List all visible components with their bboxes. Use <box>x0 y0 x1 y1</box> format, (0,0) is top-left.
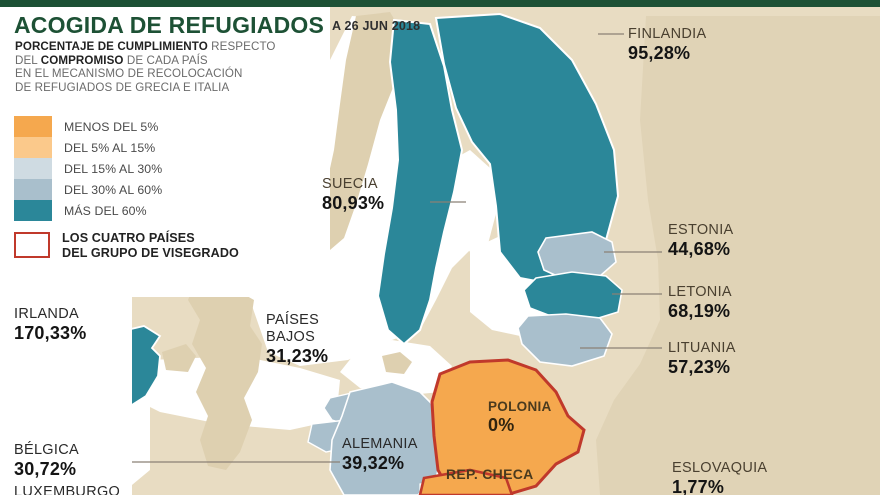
country-lithuania <box>517 313 613 367</box>
subtitle-line-3: EN EL MECANISMO DE RECOLOCACIÓN <box>15 67 243 81</box>
callout-eslovaquia-value: 1,77% <box>672 477 725 495</box>
callout-polonia-name: POLONIA <box>488 399 552 414</box>
callout-belgica: BÉLGICA 30,72% <box>14 442 79 480</box>
callout-estonia: ESTONIA 44,68% <box>668 222 734 260</box>
callout-luxemburgo-name: LUXEMBURGO <box>14 484 121 495</box>
legend-label-3: DEL 30% AL 60% <box>64 182 163 197</box>
callout-finlandia-value: 95,28% <box>628 43 691 63</box>
callout-irlanda-name: IRLANDA <box>14 306 79 322</box>
callout-letonia: LETONIA 68,19% <box>668 284 732 322</box>
callout-lituania: LITUANIA 57,23% <box>668 340 736 378</box>
legend-visegrad: LOS CUATRO PAÍSES DEL GRUPO DE VISEGRADO <box>14 231 239 260</box>
callout-belgica-name: BÉLGICA <box>14 442 79 458</box>
legend-swatch-3 <box>14 179 52 200</box>
subtitle-line-1: PORCENTAJE DE CUMPLIMIENTO RESPECTO <box>15 40 276 54</box>
callout-eslovaquia-name: ESLOVAQUIA <box>672 460 768 476</box>
subtitle-rest-1: RESPECTO <box>207 40 276 53</box>
subtitle-line-4: DE REFUGIADOS DE GRECIA E ITALIA <box>15 80 230 94</box>
callout-rep-checa: REP. CHECA <box>446 466 534 483</box>
legend-item-2: DEL 15% AL 30% <box>14 158 239 179</box>
callout-lituania-value: 57,23% <box>668 357 731 377</box>
visegrad-label-line2: DEL GRUPO DE VISEGRADO <box>62 245 239 260</box>
callout-irlanda-value: 170,33% <box>14 323 87 343</box>
country-latvia <box>523 271 623 321</box>
callout-rep-checa-name: REP. CHECA <box>446 466 534 482</box>
top-accent-bar <box>0 0 880 7</box>
legend-item-1: DEL 5% AL 15% <box>14 137 239 158</box>
page-title: ACOGIDA DE REFUGIADOS A 26 JUN 2018 <box>14 12 420 39</box>
info-panel-background <box>0 7 330 297</box>
callout-polonia: POLONIA 0% <box>488 398 552 436</box>
callout-suecia: SUECIA 80,93% <box>322 176 384 214</box>
legend-item-3: DEL 30% AL 60% <box>14 179 239 200</box>
callout-finlandia: FINLANDIA 95,28% <box>628 26 706 64</box>
callout-alemania-name: ALEMANIA <box>342 436 418 452</box>
callout-lituania-name: LITUANIA <box>668 340 736 356</box>
visegrad-label-line1: LOS CUATRO PAÍSES <box>62 231 195 245</box>
subtitle-strong-1: PORCENTAJE DE CUMPLIMIENTO <box>15 40 208 53</box>
callout-polonia-value: 0% <box>488 415 515 435</box>
country-sweden <box>376 18 464 346</box>
subtitle-line-2: DEL COMPROMISO DE CADA PAÍS <box>15 54 276 68</box>
callout-eslovaquia: ESLOVAQUIA 1,77% <box>672 460 767 495</box>
legend-label-0: MENOS DEL 5% <box>64 119 159 134</box>
non-participant-countries <box>162 12 880 495</box>
visegrad-outline-swatch <box>14 232 50 258</box>
callout-paises-bajos-value: 31,23% <box>266 346 329 366</box>
callout-suecia-value: 80,93% <box>322 193 385 213</box>
title-text: ACOGIDA DE REFUGIADOS <box>14 12 325 38</box>
callout-estonia-value: 44,68% <box>668 239 731 259</box>
callout-irlanda: IRLANDA 170,33% <box>14 306 86 344</box>
legend-swatch-4 <box>14 200 52 221</box>
callout-estonia-name: ESTONIA <box>668 222 734 238</box>
legend-label-1: DEL 5% AL 15% <box>64 140 156 155</box>
callout-letonia-value: 68,19% <box>668 301 731 321</box>
title-date: A 26 JUN 2018 <box>332 19 421 33</box>
legend: MENOS DEL 5% DEL 5% AL 15% DEL 15% AL 30… <box>14 116 239 260</box>
legend-label-2: DEL 15% AL 30% <box>64 161 163 176</box>
legend-swatch-0 <box>14 116 52 137</box>
callout-paises-bajos: PAÍSES BAJOS 31,23% <box>266 312 328 367</box>
subtitle-block: PORCENTAJE DE CUMPLIMIENTO RESPECTO DEL … <box>15 40 276 94</box>
visegrad-label: LOS CUATRO PAÍSES DEL GRUPO DE VISEGRADO <box>62 231 239 260</box>
callout-letonia-name: LETONIA <box>668 284 732 300</box>
country-poland <box>430 358 586 495</box>
callout-paises-bajos-name-2: BAJOS <box>266 329 316 345</box>
legend-swatch-1 <box>14 137 52 158</box>
callout-paises-bajos-name-1: PAÍSES <box>266 312 320 328</box>
legend-label-4: MÁS DEL 60% <box>64 203 147 218</box>
subtitle-pre-2: DEL <box>15 53 41 67</box>
callout-belgica-value: 30,72% <box>14 459 77 479</box>
choropleth-countries <box>73 12 623 495</box>
callout-finlandia-name: FINLANDIA <box>628 26 707 42</box>
callout-luxemburgo: LUXEMBURGO <box>14 484 120 495</box>
legend-item-4: MÁS DEL 60% <box>14 200 239 221</box>
subtitle-strong-2: COMPROMISO <box>40 53 124 67</box>
subtitle-rest-2: DE CADA PAÍS <box>123 53 208 67</box>
callout-alemania-value: 39,32% <box>342 453 405 473</box>
legend-item-0: MENOS DEL 5% <box>14 116 239 137</box>
info-panel-lower-background <box>0 297 132 495</box>
callout-suecia-name: SUECIA <box>322 176 378 192</box>
legend-swatch-2 <box>14 158 52 179</box>
callout-alemania: ALEMANIA 39,32% <box>342 436 418 474</box>
country-czechia <box>418 468 514 495</box>
